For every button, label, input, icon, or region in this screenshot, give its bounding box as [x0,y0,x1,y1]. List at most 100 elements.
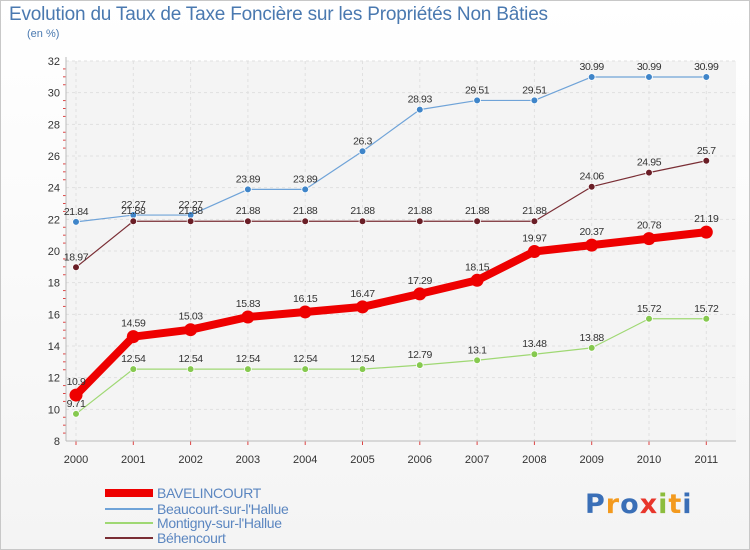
data-label-bavelincourt: 20.78 [637,220,662,232]
data-label-b-hencourt: 21.88 [121,205,146,217]
y-tick-label: 22 [48,214,60,226]
data-point-bavelincourt [585,238,599,252]
y-tick-label: 28 [48,119,60,131]
x-tick-label: 2008 [522,454,546,466]
data-point-montigny-sur-l-hallue [530,350,539,359]
legend-entry-bavelincourt: BAVELINCOURT [105,485,262,501]
y-axis-unit: (en %) [27,28,60,40]
data-label-bavelincourt: 16.15 [293,293,318,305]
logo-letter: t [668,489,683,520]
data-label-b-hencourt: 21.88 [408,205,433,217]
x-tick-label: 2002 [178,454,202,466]
logo-letter: r [605,489,621,520]
data-point-montigny-sur-l-hallue [186,365,195,373]
data-label-bavelincourt: 21.19 [694,213,719,225]
data-label-bavelincourt: 20.37 [580,226,605,238]
x-tick-label: 2001 [121,454,145,466]
data-point-montigny-sur-l-hallue [702,314,711,323]
x-tick-label: 2000 [64,454,88,466]
legend-swatch-montigny [105,522,153,524]
data-point-b-hencourt [415,217,424,226]
x-tick-label: 2004 [293,454,317,466]
data-point-bavelincourt [241,310,255,324]
data-point-montigny-sur-l-hallue [473,356,481,365]
y-tick-label: 26 [48,151,60,163]
series-line-b-hencourt [75,160,707,268]
data-point-beaucourt-sur-l-hallue [72,218,80,226]
data-point-b-hencourt [186,217,195,226]
legend-swatch-beaucourt [105,508,153,510]
y-tick-label: 14 [48,341,60,353]
data-label-montigny-sur-l-hallue: 12.79 [408,349,433,361]
y-tick-label: 32 [48,56,60,68]
data-point-montigny-sur-l-hallue [244,365,252,373]
data-label-beaucourt-sur-l-hallue: 21.84 [64,206,89,218]
data-point-beaucourt-sur-l-hallue [530,96,539,105]
data-point-bavelincourt [470,273,484,287]
data-point-beaucourt-sur-l-hallue [645,73,653,81]
data-point-montigny-sur-l-hallue [358,365,367,373]
data-label-montigny-sur-l-hallue: 13.48 [522,338,547,350]
data-point-b-hencourt [301,217,310,226]
data-point-b-hencourt [473,217,481,226]
data-point-bavelincourt [527,244,541,258]
y-tick-label: 10 [48,404,60,416]
data-label-bavelincourt: 10.9 [67,376,86,388]
series-line-beaucourt-sur-l-hallue [75,76,707,223]
x-tick-label: 2005 [350,454,374,466]
data-point-b-hencourt [645,168,653,177]
data-label-b-hencourt: 18.97 [64,251,89,263]
data-point-montigny-sur-l-hallue [415,361,424,369]
legend-label-montigny: Montigny-sur-l'Hallue [157,515,282,531]
x-tick-label: 2011 [694,454,718,466]
data-label-bavelincourt: 16.47 [350,288,375,300]
y-tick-label: 18 [48,278,60,290]
data-label-montigny-sur-l-hallue: 12.54 [178,353,203,365]
y-tick-label: 16 [48,309,60,321]
data-point-beaucourt-sur-l-hallue [358,147,367,156]
logo-letter: P [585,489,606,520]
legend-entry-montigny: Montigny-sur-l'Hallue [105,515,282,531]
data-point-bavelincourt [356,300,369,314]
data-point-b-hencourt [72,263,80,272]
data-label-beaucourt-sur-l-hallue: 22.27 [178,199,203,211]
data-point-beaucourt-sur-l-hallue [415,105,424,114]
data-point-beaucourt-sur-l-hallue [587,73,596,81]
data-label-bavelincourt: 17.29 [408,275,433,287]
data-point-beaucourt-sur-l-hallue [244,185,252,194]
data-point-montigny-sur-l-hallue [587,344,596,352]
legend-entry-beaucourt: Beaucourt-sur-l'Hallue [105,501,289,517]
data-label-b-hencourt: 21.88 [293,205,318,217]
data-label-bavelincourt: 18.15 [465,261,490,273]
legend-label-bavelincourt: BAVELINCOURT [157,485,262,501]
legend-entry-behencourt: Béhencourt [105,530,226,546]
y-tick-label: 8 [54,436,60,448]
y-tick-label: 30 [48,88,60,100]
data-point-bavelincourt [184,323,198,337]
data-label-montigny-sur-l-hallue: 12.54 [350,353,375,365]
data-label-montigny-sur-l-hallue: 13.1 [468,344,487,356]
data-label-b-hencourt: 21.88 [350,205,375,217]
chart-title: Evolution du Taux de Taxe Foncière sur l… [9,4,548,25]
data-label-b-hencourt: 21.88 [236,205,261,217]
y-tick-label: 24 [48,183,60,195]
logo-letter: i [658,489,669,520]
data-label-bavelincourt: 19.97 [522,232,547,244]
data-point-montigny-sur-l-hallue [129,365,138,373]
data-label-bavelincourt: 15.83 [236,298,261,310]
data-point-b-hencourt [587,182,596,191]
data-label-b-hencourt: 21.88 [178,205,203,217]
x-tick-label: 2003 [236,454,260,466]
data-label-b-hencourt: 21.88 [522,205,547,217]
data-label-beaucourt-sur-l-hallue: 30.99 [580,61,605,73]
data-label-montigny-sur-l-hallue: 13.88 [580,332,605,344]
data-label-beaucourt-sur-l-hallue: 22.27 [121,199,146,211]
data-point-b-hencourt [129,217,138,226]
data-label-beaucourt-sur-l-hallue: 30.99 [637,61,662,73]
data-point-montigny-sur-l-hallue [645,314,653,323]
data-point-montigny-sur-l-hallue [72,410,80,418]
data-label-beaucourt-sur-l-hallue: 26.3 [353,135,372,147]
data-point-bavelincourt [126,330,140,344]
